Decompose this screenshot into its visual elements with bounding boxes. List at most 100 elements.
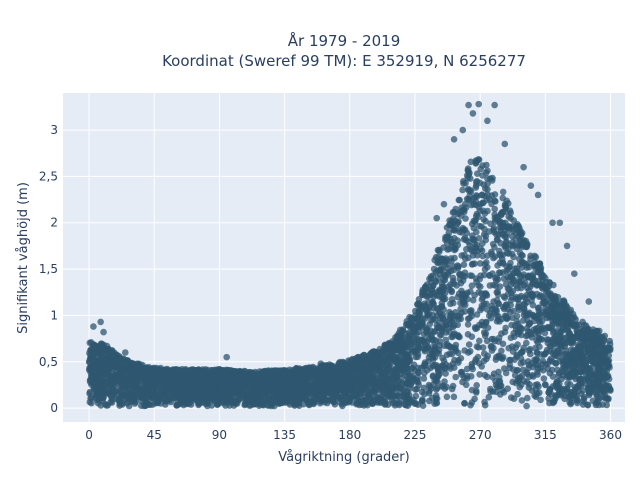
data-point: [475, 289, 482, 296]
data-point: [529, 291, 536, 298]
data-point: [477, 260, 484, 267]
data-point: [542, 299, 549, 306]
data-point: [456, 271, 463, 278]
data-point: [508, 242, 515, 249]
data-point: [102, 401, 109, 408]
data-point: [502, 220, 509, 227]
data-point: [401, 394, 408, 401]
data-point: [451, 394, 458, 401]
data-point: [508, 322, 515, 329]
data-point: [518, 355, 525, 362]
data-point: [458, 280, 465, 287]
data-point: [554, 353, 561, 360]
data-point: [174, 402, 181, 409]
data-point: [510, 330, 517, 337]
data-point: [465, 196, 472, 203]
data-point: [588, 358, 595, 365]
data-point: [537, 320, 544, 327]
data-point: [481, 358, 488, 365]
data-point: [473, 182, 480, 189]
data-point: [462, 308, 469, 315]
data-point: [562, 320, 569, 327]
data-point: [433, 254, 440, 261]
data-point: [502, 208, 509, 215]
data-point: [444, 394, 451, 401]
data-point: [441, 325, 448, 332]
data-point: [388, 380, 395, 387]
data-point: [525, 328, 532, 335]
data-point: [452, 242, 459, 249]
data-point: [171, 393, 178, 400]
data-point: [503, 281, 510, 288]
data-point: [479, 253, 486, 260]
data-point: [473, 202, 480, 209]
data-point: [534, 381, 541, 388]
data-point: [431, 377, 438, 384]
data-point: [481, 323, 488, 330]
data-point: [371, 390, 378, 397]
data-point: [282, 392, 289, 399]
data-point: [431, 290, 438, 297]
data-point: [538, 351, 545, 358]
data-point: [473, 382, 480, 389]
data-point: [560, 364, 567, 371]
data-point: [565, 330, 572, 337]
data-point: [593, 400, 600, 407]
data-point: [474, 311, 481, 318]
data-point: [395, 378, 402, 385]
data-point: [510, 276, 517, 283]
data-point: [366, 354, 373, 361]
data-point: [534, 371, 541, 378]
data-point: [470, 252, 477, 259]
data-point: [444, 234, 451, 241]
data-point: [491, 225, 498, 232]
data-point: [501, 275, 508, 282]
data-point: [489, 347, 496, 354]
data-point: [483, 330, 490, 337]
data-point: [535, 282, 542, 289]
data-point: [470, 236, 477, 243]
data-point: [539, 336, 546, 343]
data-point: [419, 389, 426, 396]
data-point: [463, 246, 470, 253]
data-point: [476, 235, 483, 242]
data-point: [87, 399, 94, 406]
data-point: [494, 318, 501, 325]
data-point: [526, 362, 533, 369]
data-point: [585, 402, 592, 409]
data-point: [311, 399, 318, 406]
data-point: [521, 301, 528, 308]
data-point: [595, 352, 602, 359]
data-point: [487, 282, 494, 289]
data-point: [501, 243, 508, 250]
data-point: [405, 339, 412, 346]
data-point: [480, 208, 487, 215]
data-point: [434, 306, 441, 313]
data-point: [501, 306, 508, 313]
data-point: [596, 328, 603, 335]
data-point: [346, 399, 353, 406]
data-point: [177, 383, 184, 390]
data-point: [540, 358, 547, 365]
data-point: [567, 339, 574, 346]
data-point: [125, 362, 132, 369]
data-point: [88, 339, 95, 346]
data-point: [436, 371, 443, 378]
data-point: [496, 383, 503, 390]
data-point: [567, 381, 574, 388]
data-point: [482, 237, 489, 244]
data-point: [458, 252, 465, 259]
data-point: [465, 165, 472, 172]
data-point: [579, 356, 586, 363]
data-point: [363, 386, 370, 393]
data-point: [500, 189, 507, 196]
data-point: [579, 319, 586, 326]
data-point: [521, 378, 528, 385]
data-point: [222, 369, 229, 376]
data-point: [499, 356, 506, 363]
data-point: [566, 374, 573, 381]
data-point: [448, 334, 455, 341]
data-point: [499, 195, 506, 202]
data-point: [481, 350, 488, 357]
